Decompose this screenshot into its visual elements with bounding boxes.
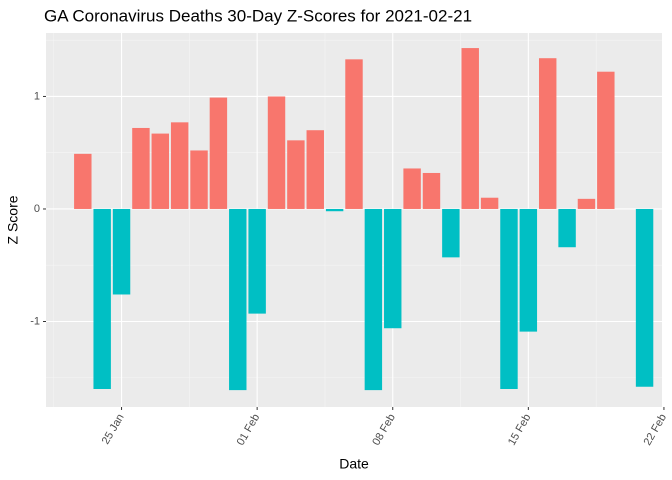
bar xyxy=(132,127,150,209)
y-tick-label: 1 xyxy=(34,90,40,102)
bar xyxy=(480,197,499,209)
bar xyxy=(287,140,305,209)
bar xyxy=(151,133,170,209)
bar xyxy=(306,130,324,209)
bar xyxy=(500,208,518,389)
bar xyxy=(345,59,363,209)
y-tick-label: -1 xyxy=(30,315,40,327)
y-axis-label: Z Score xyxy=(5,195,21,244)
bar xyxy=(267,96,286,209)
bar xyxy=(384,208,402,329)
bar xyxy=(325,208,344,212)
x-axis-label: Date xyxy=(339,456,369,472)
bar xyxy=(248,208,266,314)
bar xyxy=(635,208,654,387)
bar xyxy=(461,48,479,209)
bar xyxy=(364,208,383,391)
bar xyxy=(577,198,596,209)
y-tick-label: 0 xyxy=(34,203,40,215)
bar xyxy=(229,208,247,391)
bar xyxy=(209,97,228,209)
bar xyxy=(74,153,92,209)
chart-title: GA Coronavirus Deaths 30-Day Z-Scores fo… xyxy=(44,6,472,25)
bar xyxy=(93,208,111,389)
x-tick-label: 08 Feb xyxy=(370,412,398,448)
bar xyxy=(538,58,557,209)
x-tick-label: 01 Feb xyxy=(235,412,263,448)
bar xyxy=(422,172,441,209)
bar xyxy=(170,122,189,209)
bar xyxy=(190,150,208,209)
bar xyxy=(112,208,131,295)
bar xyxy=(519,208,538,332)
bar xyxy=(442,208,460,258)
x-tick-label: 15 Feb xyxy=(506,412,534,448)
x-tick-label: 25 Jan xyxy=(100,412,127,447)
bar xyxy=(597,71,615,209)
bar xyxy=(403,168,421,209)
x-tick-label: 22 Feb xyxy=(642,412,670,448)
bar xyxy=(558,208,576,248)
